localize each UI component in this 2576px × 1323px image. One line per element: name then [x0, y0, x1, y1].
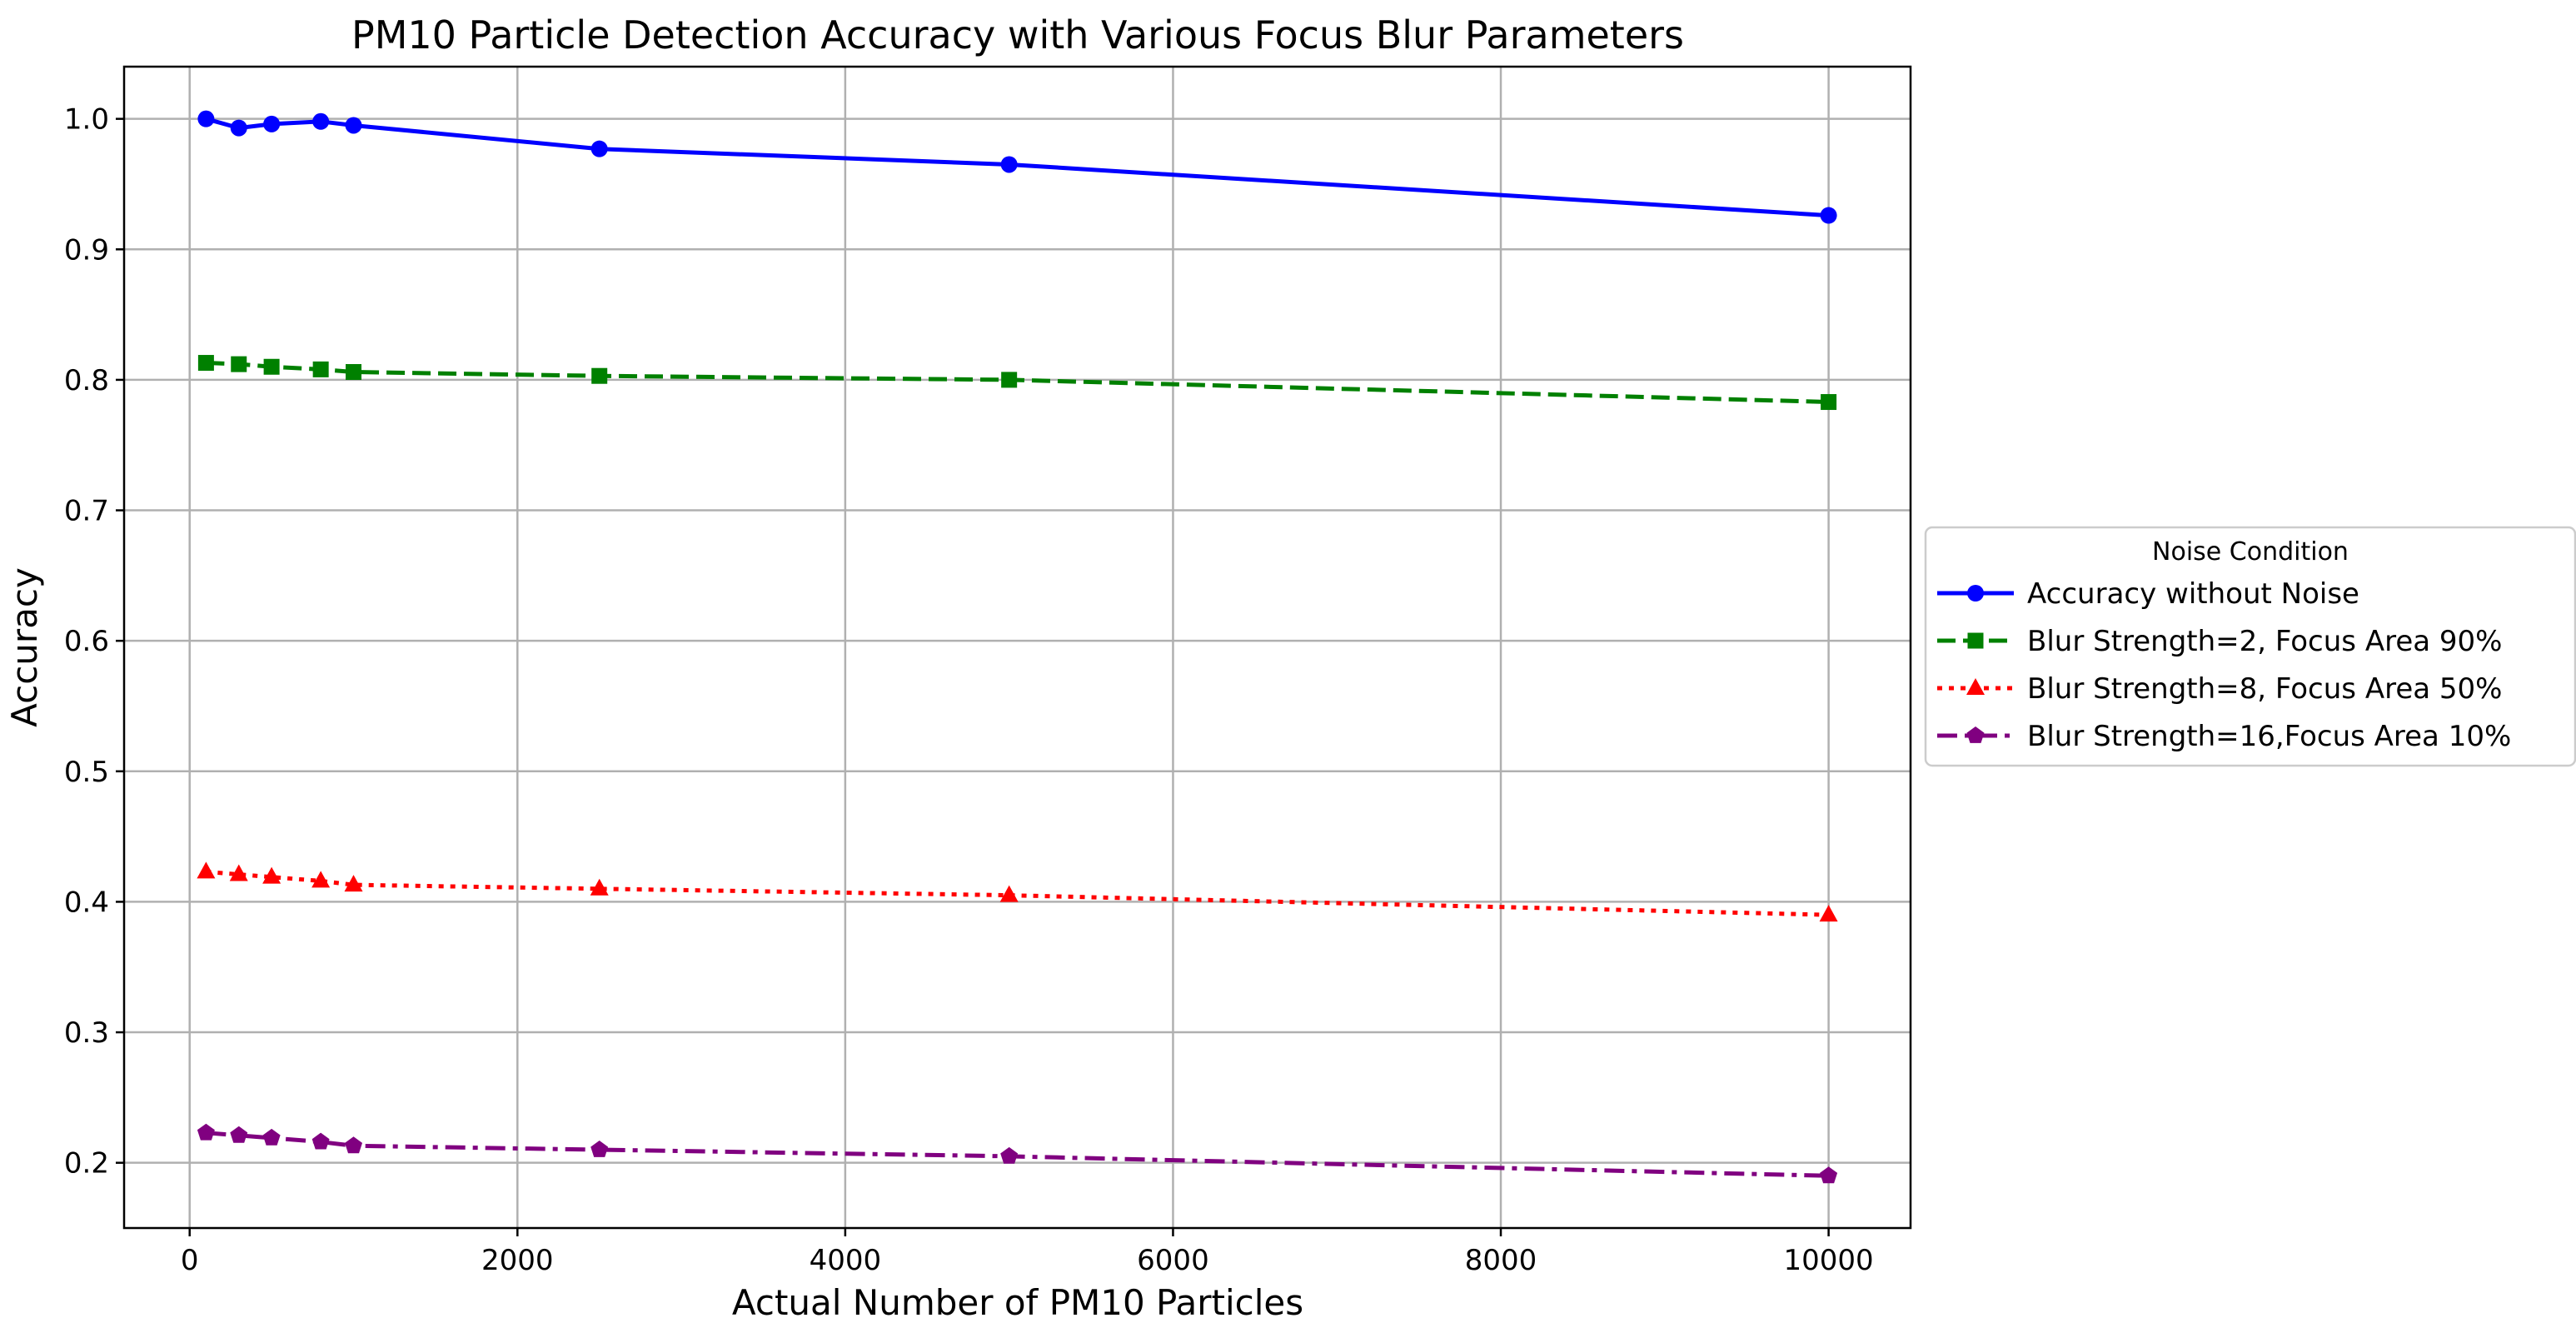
legend-item-2: Blur Strength=2, Focus Area 90%	[1937, 625, 2502, 658]
legend-item-3: Blur Strength=8, Focus Area 50%	[1937, 672, 2502, 706]
data-point	[197, 355, 214, 372]
data-point	[999, 885, 1019, 902]
legend-item-1: Accuracy without Noise	[1937, 577, 2359, 611]
y-tick-label: 0.7	[64, 495, 109, 528]
data-point	[197, 1123, 215, 1141]
x-tick-label: 6000	[1137, 1244, 1209, 1277]
x-axis-title: Actual Number of PM10 Particles	[732, 1282, 1303, 1323]
data-point	[344, 875, 363, 892]
chart-title: PM10 Particle Detection Accuracy with Va…	[351, 12, 1684, 57]
data-point	[1820, 207, 1837, 224]
axis-ticks: 0 2000 4000 6000 8000 10000 0.2 0.3 0.4 0.5 0.6 0.7…	[64, 103, 1874, 1277]
legend-marker	[1967, 632, 1984, 649]
data-point	[230, 1126, 248, 1143]
x-tick-label: 0	[181, 1244, 199, 1277]
legend: Noise Condition Accuracy without Noise Bl…	[1924, 526, 2576, 767]
y-tick-label: 0.9	[64, 233, 109, 267]
data-point	[229, 864, 248, 881]
y-tick-label: 1.0	[64, 103, 109, 137]
y-tick-label: 0.6	[64, 625, 109, 658]
data-point	[1819, 905, 1838, 922]
data-point	[1820, 1166, 1838, 1184]
y-tick-label: 0.4	[64, 886, 109, 919]
series-1	[197, 110, 1837, 224]
legend-label: Blur Strength=8, Focus Area 50%	[2027, 672, 2502, 706]
legend-label: Blur Strength=2, Focus Area 90%	[2027, 625, 2502, 658]
series-2	[197, 355, 1837, 411]
data-point	[590, 1141, 609, 1157]
plot-frame	[122, 65, 1912, 1230]
data-point	[345, 117, 362, 134]
y-tick-label: 0.8	[64, 364, 109, 397]
data-point	[345, 1136, 362, 1154]
data-point	[590, 140, 608, 157]
legend-marker	[1966, 678, 1985, 695]
series-line	[206, 1131, 1829, 1178]
data-point	[197, 861, 216, 879]
x-tick-label: 10000	[1784, 1244, 1874, 1277]
x-tick-label: 4000	[810, 1244, 882, 1277]
x-tick-label: 2000	[481, 1244, 554, 1277]
data-point	[230, 119, 247, 137]
data-point	[346, 364, 362, 381]
data-point	[1001, 372, 1018, 388]
series-group	[197, 110, 1838, 1184]
data-point	[311, 1132, 330, 1150]
data-point	[262, 1128, 281, 1146]
data-point	[1000, 156, 1018, 173]
legend-item-4: Blur Strength=16,Focus Area 10%	[1937, 720, 2511, 753]
series-3	[197, 861, 1838, 922]
y-tick-label: 0.3	[64, 1016, 109, 1050]
data-point	[231, 356, 247, 372]
y-tick-label: 0.5	[64, 756, 109, 789]
data-point	[1821, 394, 1837, 411]
x-tick-label: 8000	[1465, 1244, 1537, 1277]
legend-label: Accuracy without Noise	[2027, 577, 2359, 611]
series-4	[197, 1123, 1838, 1184]
data-point	[263, 358, 280, 375]
legend-box	[1924, 526, 2576, 767]
data-point	[312, 361, 329, 377]
legend-marker	[1966, 726, 1985, 743]
data-point	[263, 115, 281, 132]
legend-items: Accuracy without Noise Blur Strength=2, F…	[1937, 577, 2511, 753]
data-point	[262, 866, 282, 884]
data-point	[591, 367, 608, 384]
data-point	[1000, 1146, 1019, 1164]
data-point	[590, 878, 609, 896]
data-point	[312, 112, 330, 130]
legend-label: Blur Strength=16,Focus Area 10%	[2027, 720, 2511, 753]
data-point	[311, 871, 331, 888]
legend-marker	[1967, 585, 1984, 602]
y-tick-label: 0.2	[64, 1147, 109, 1181]
y-axis-title: Accuracy	[4, 567, 45, 727]
legend-title: Noise Condition	[2152, 537, 2349, 567]
data-point	[197, 110, 215, 127]
grid-lines	[124, 67, 1911, 1228]
